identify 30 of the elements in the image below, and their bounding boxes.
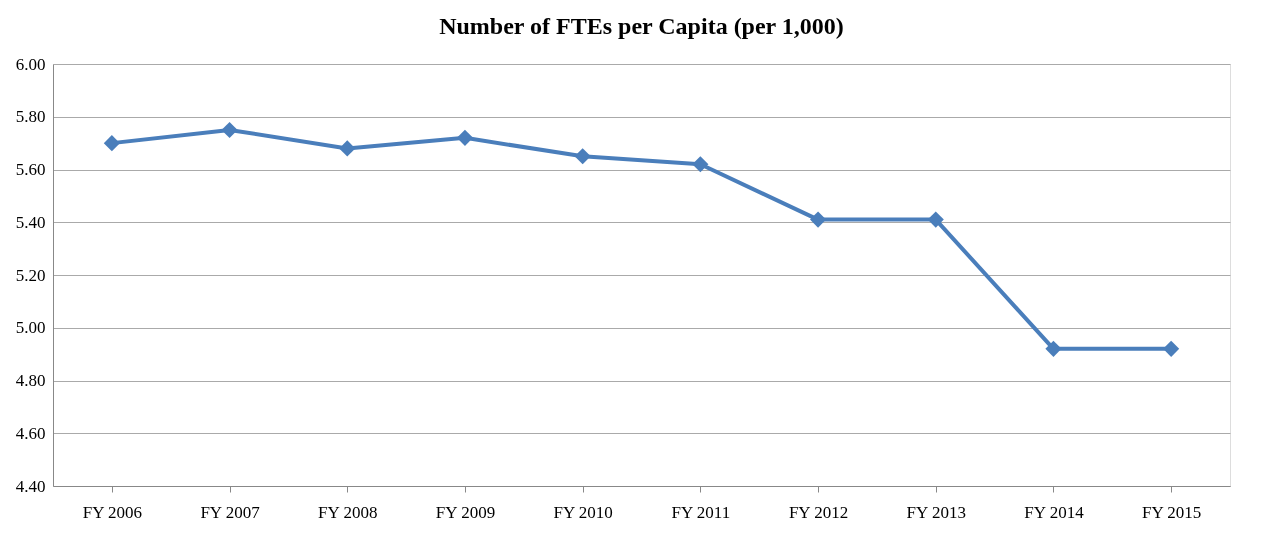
y-tick-label: 5.20 [15,265,46,285]
x-tick-label: FY 2010 [553,502,613,522]
x-tick-label: FY 2013 [906,502,966,522]
point [1163,340,1180,357]
point [1045,340,1062,357]
x-tick-label: FY 2008 [318,502,378,522]
x-tick-label: FY 2015 [1141,502,1202,522]
point [927,211,944,228]
x-tick-label: FY 2011 [671,502,731,522]
point [574,148,591,165]
y-tick-label: 4.60 [15,423,46,443]
y-tick-label: 5.80 [15,107,46,127]
x-tick-label: FY 2012 [788,502,849,522]
x-tick-label: FY 2009 [435,502,496,522]
y-tick-label: 5.60 [15,160,46,179]
point [221,121,238,138]
point [809,211,827,228]
point [103,135,120,152]
x-tick-label: FY 2007 [200,502,261,522]
y-tick-label: 4.80 [15,371,46,390]
x-tick-label: FY 2014 [1024,502,1085,522]
y-tick-label: 4.40 [15,476,46,496]
chart-title: Number of FTEs per Capita (per 1,000) [439,13,844,39]
point [692,156,709,173]
y-tick-label: 6.00 [15,54,46,74]
y-tick-label: 5.00 [15,318,46,338]
y-tick-label: 5.40 [15,212,46,232]
point [456,129,474,146]
x-tick-label: FY 2006 [82,502,143,522]
point [339,140,356,157]
